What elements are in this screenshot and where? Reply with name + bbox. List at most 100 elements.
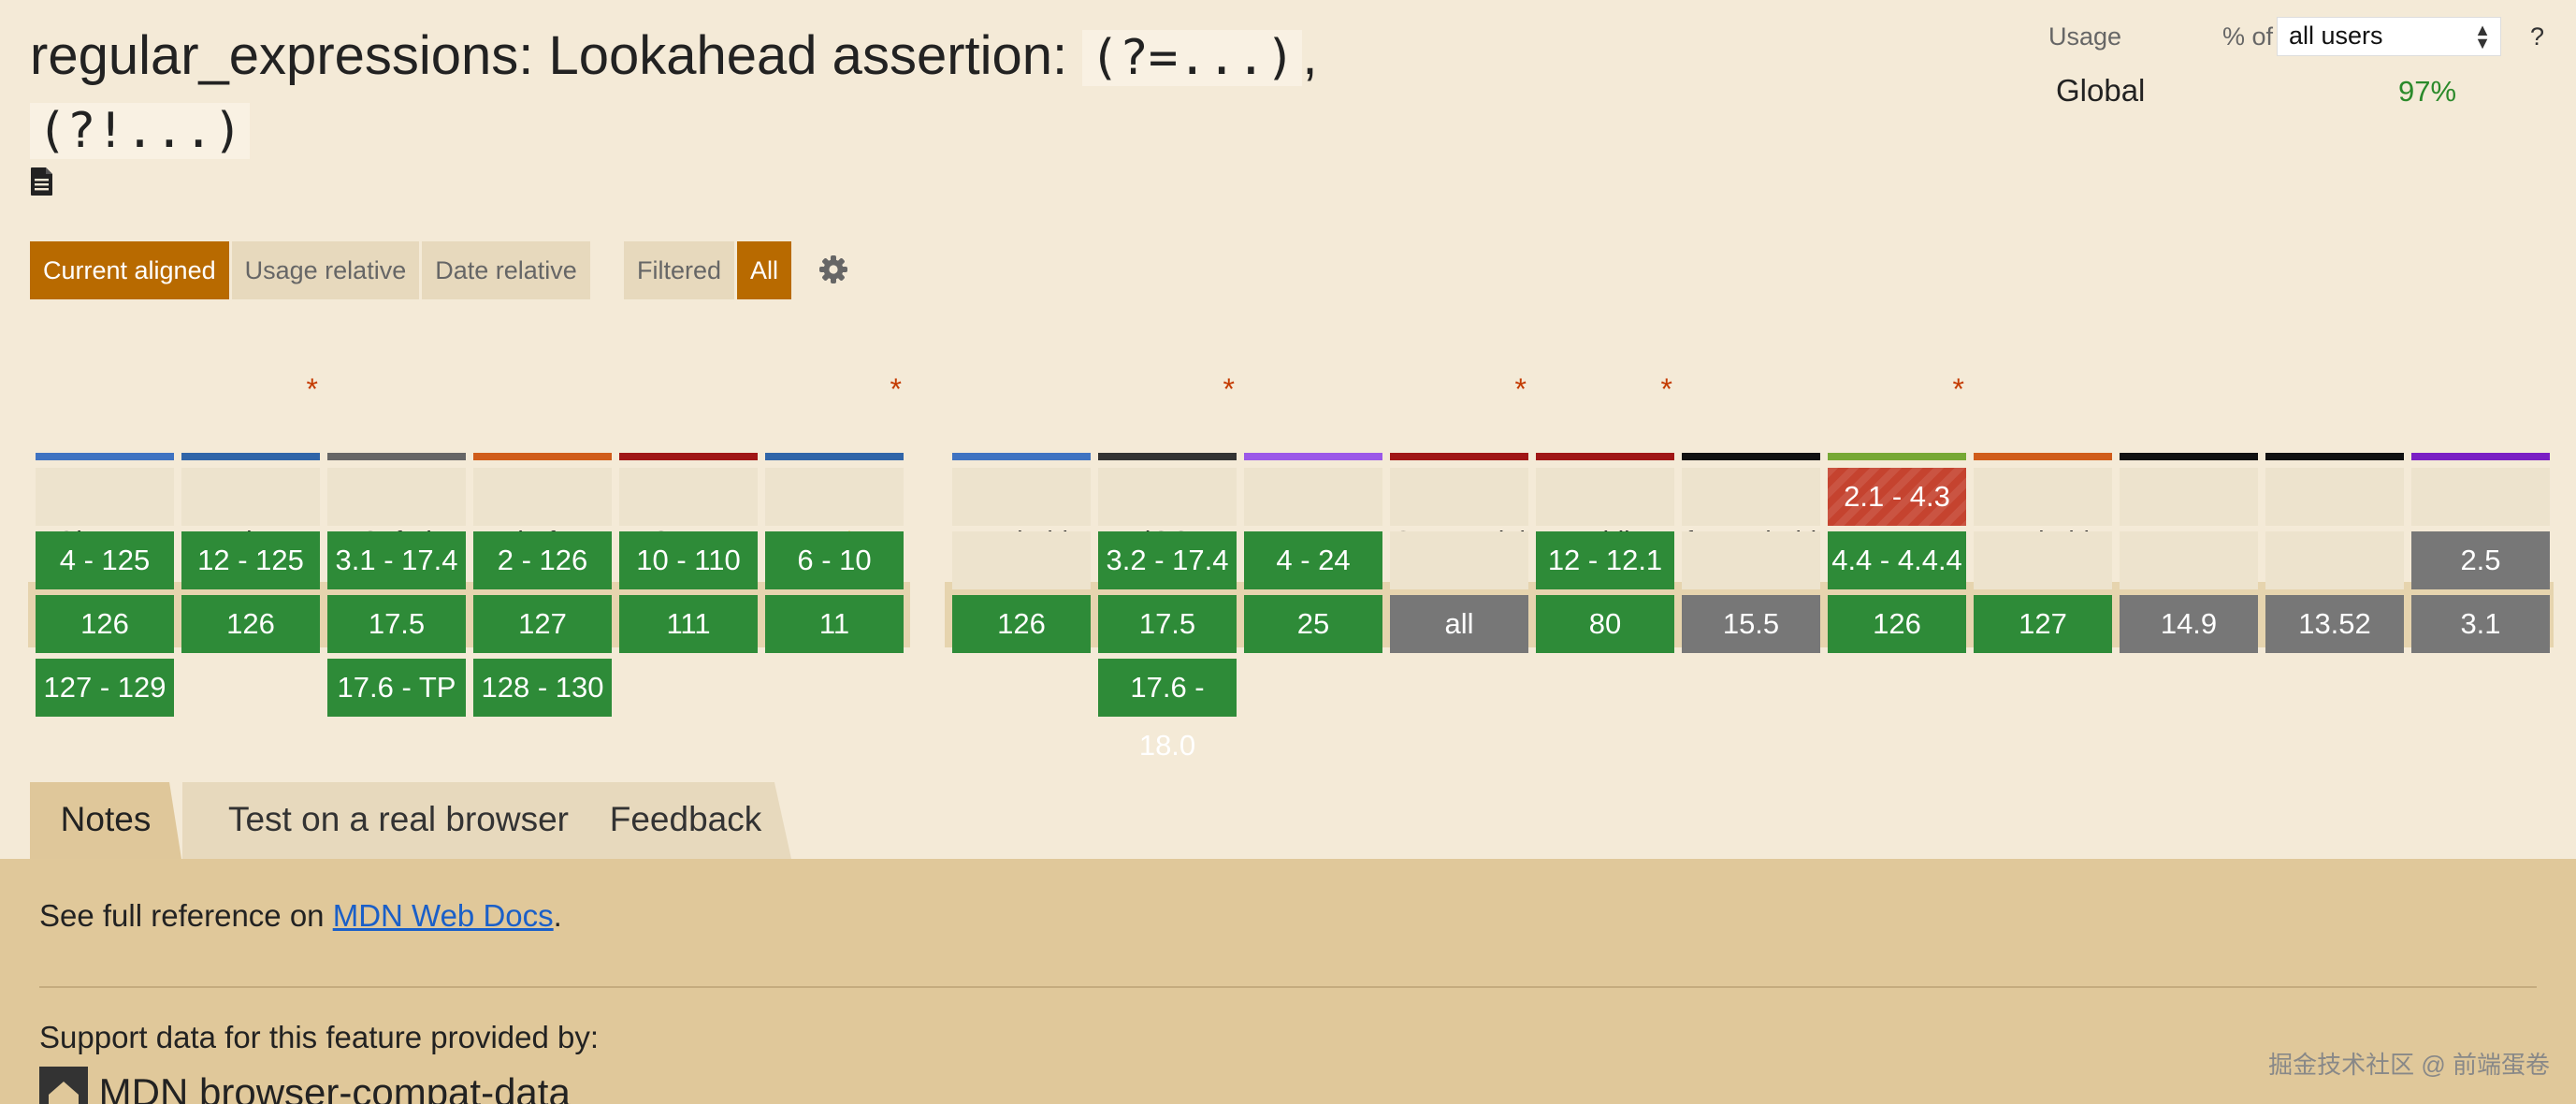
support-cell[interactable]: 14.9 (2120, 595, 2258, 653)
filtered-button[interactable]: Filtered (624, 241, 735, 299)
notes-asterisk[interactable]: * (890, 372, 902, 406)
support-cell-empty (36, 468, 174, 526)
support-cell-versions: 3.1 (2460, 607, 2501, 640)
browser-color-bar (473, 453, 612, 460)
notes-asterisk[interactable]: * (1660, 372, 1672, 406)
browser-color-bar (1098, 453, 1237, 460)
support-cell[interactable]: 127 (1974, 595, 2112, 653)
support-cell[interactable]: 4 - 24 (1244, 531, 1382, 589)
support-cell[interactable]: 127 - 129 (36, 659, 174, 717)
support-cell-empty (952, 468, 1091, 526)
support-cell-versions: 3.1 - 17.4 (335, 544, 458, 576)
support-cell[interactable]: 3.1 (2411, 595, 2550, 653)
help-icon[interactable]: ? (2530, 22, 2545, 51)
current-aligned-button[interactable]: Current aligned (30, 241, 229, 299)
browser-color-bar (1536, 453, 1674, 460)
usage-scope-value: all users (2289, 22, 2383, 50)
support-cell-versions: 126 (80, 607, 129, 640)
support-cell[interactable]: 17.6 - TP (327, 659, 466, 717)
support-cell[interactable]: 4.4 - 4.4.4 (1828, 531, 1966, 589)
support-cell-versions: 17.5 (368, 607, 426, 640)
support-cell[interactable]: 13.52 (2265, 595, 2404, 653)
support-cell[interactable]: 2.1 - 4.3 (1828, 468, 1966, 526)
support-cell[interactable]: 80 (1536, 595, 1674, 653)
page-title: regular_expressions: Lookahead assertion… (30, 21, 1321, 167)
tab-notes[interactable]: Notes (30, 782, 181, 859)
browser-column-qq-browser: QQ Browser14.9 (2120, 309, 2258, 730)
support-cell[interactable]: 3.1 - 17.4 (327, 531, 466, 589)
reference-prefix: See full reference on (39, 898, 333, 933)
support-cell[interactable]: 111 (619, 595, 758, 653)
usage-scope-select[interactable]: all users ▲ ▼ (2277, 17, 2501, 56)
support-cell[interactable]: 6 - 10 (765, 531, 904, 589)
support-cell[interactable]: 17.6 - 18.0 (1098, 659, 1237, 762)
browser-color-bar (181, 453, 320, 460)
support-cell-empty (327, 468, 466, 526)
data-source-name: MDN browser-compat-data (98, 1070, 571, 1104)
support-cell[interactable]: 126 (952, 595, 1091, 653)
usage-label: Usage (2048, 22, 2122, 51)
support-cell-versions: 11 (818, 607, 850, 640)
support-cell[interactable]: 11 (765, 595, 904, 653)
support-cell-empty (181, 468, 320, 526)
support-cell[interactable]: 17.5 (1098, 595, 1237, 653)
support-cell[interactable]: 12 - 12.1 (1536, 531, 1674, 589)
support-cell-empty (1974, 531, 2112, 589)
support-cell[interactable]: 2.5 (2411, 531, 2550, 589)
support-cell[interactable]: 2 - 126 (473, 531, 612, 589)
support-cell-versions: 111 (666, 607, 711, 640)
support-cell[interactable]: 10 - 110 (619, 531, 758, 589)
support-cell[interactable]: 127 (473, 595, 612, 653)
browser-column-firefox-for-android: Firefox for Android127 (1974, 309, 2112, 730)
data-source[interactable]: MDN browser-compat-data (39, 1067, 571, 1104)
support-cell[interactable]: 126 (36, 595, 174, 653)
notes-asterisk[interactable]: * (1952, 372, 1964, 406)
gear-icon[interactable] (818, 254, 848, 284)
support-cell-versions: 2 - 126 (497, 544, 588, 576)
support-cell[interactable]: 15.5 (1682, 595, 1820, 653)
notes-asterisk[interactable]: * (1223, 372, 1235, 406)
usage-relative-button[interactable]: Usage relative (231, 241, 420, 299)
support-cell-versions: 80 (1588, 607, 1622, 640)
support-cell[interactable]: 126 (181, 595, 320, 653)
document-icon[interactable] (30, 167, 54, 196)
global-usage-value: 97% (2398, 75, 2457, 108)
title-area: regular_expressions: Lookahead assertion… (30, 21, 1321, 167)
notes-asterisk[interactable]: * (1514, 372, 1527, 406)
divider (39, 986, 2537, 988)
support-cell-empty (1682, 531, 1820, 589)
mdn-web-docs-link[interactable]: MDN Web Docs (332, 898, 554, 933)
support-cell-versions: 126 (997, 607, 1046, 640)
browser-color-bar (2265, 453, 2404, 460)
support-cell-empty (1244, 468, 1382, 526)
support-cell[interactable]: 12 - 125 (181, 531, 320, 589)
browser-column-chrome-for-android: Chrome for Android126 (952, 309, 1091, 730)
mdn-logo-icon (39, 1067, 88, 1104)
support-cell-empty (1390, 531, 1528, 589)
tab-test-on-real-browser[interactable]: Test on a real browser (182, 782, 615, 859)
support-cell[interactable]: 3.2 - 17.4 (1098, 531, 1237, 589)
support-cell-versions: 126 (226, 607, 275, 640)
tab-feedback[interactable]: Feedback (580, 782, 791, 859)
support-cell[interactable]: 126 (1828, 595, 1966, 653)
support-cell-versions: 25 (1296, 607, 1330, 640)
support-cell[interactable]: 4 - 125 (36, 531, 174, 589)
support-cell-versions: 127 (518, 607, 567, 640)
support-cell[interactable]: 17.5 (327, 595, 466, 653)
support-cell-empty (952, 531, 1091, 589)
support-cell-empty (619, 468, 758, 526)
browser-color-bar (1828, 453, 1966, 460)
support-cell-versions: 17.6 - TP (337, 671, 456, 704)
support-cell[interactable]: 25 (1244, 595, 1382, 653)
support-cell-versions: 3.2 - 17.4 (1106, 544, 1229, 576)
date-relative-button[interactable]: Date relative (422, 241, 590, 299)
support-cell-versions: 126 (1873, 607, 1921, 640)
support-cell[interactable]: all (1390, 595, 1528, 653)
all-button[interactable]: All (737, 241, 792, 299)
support-cell[interactable]: 128 - 130 (473, 659, 612, 717)
notes-asterisk[interactable]: * (306, 372, 318, 406)
